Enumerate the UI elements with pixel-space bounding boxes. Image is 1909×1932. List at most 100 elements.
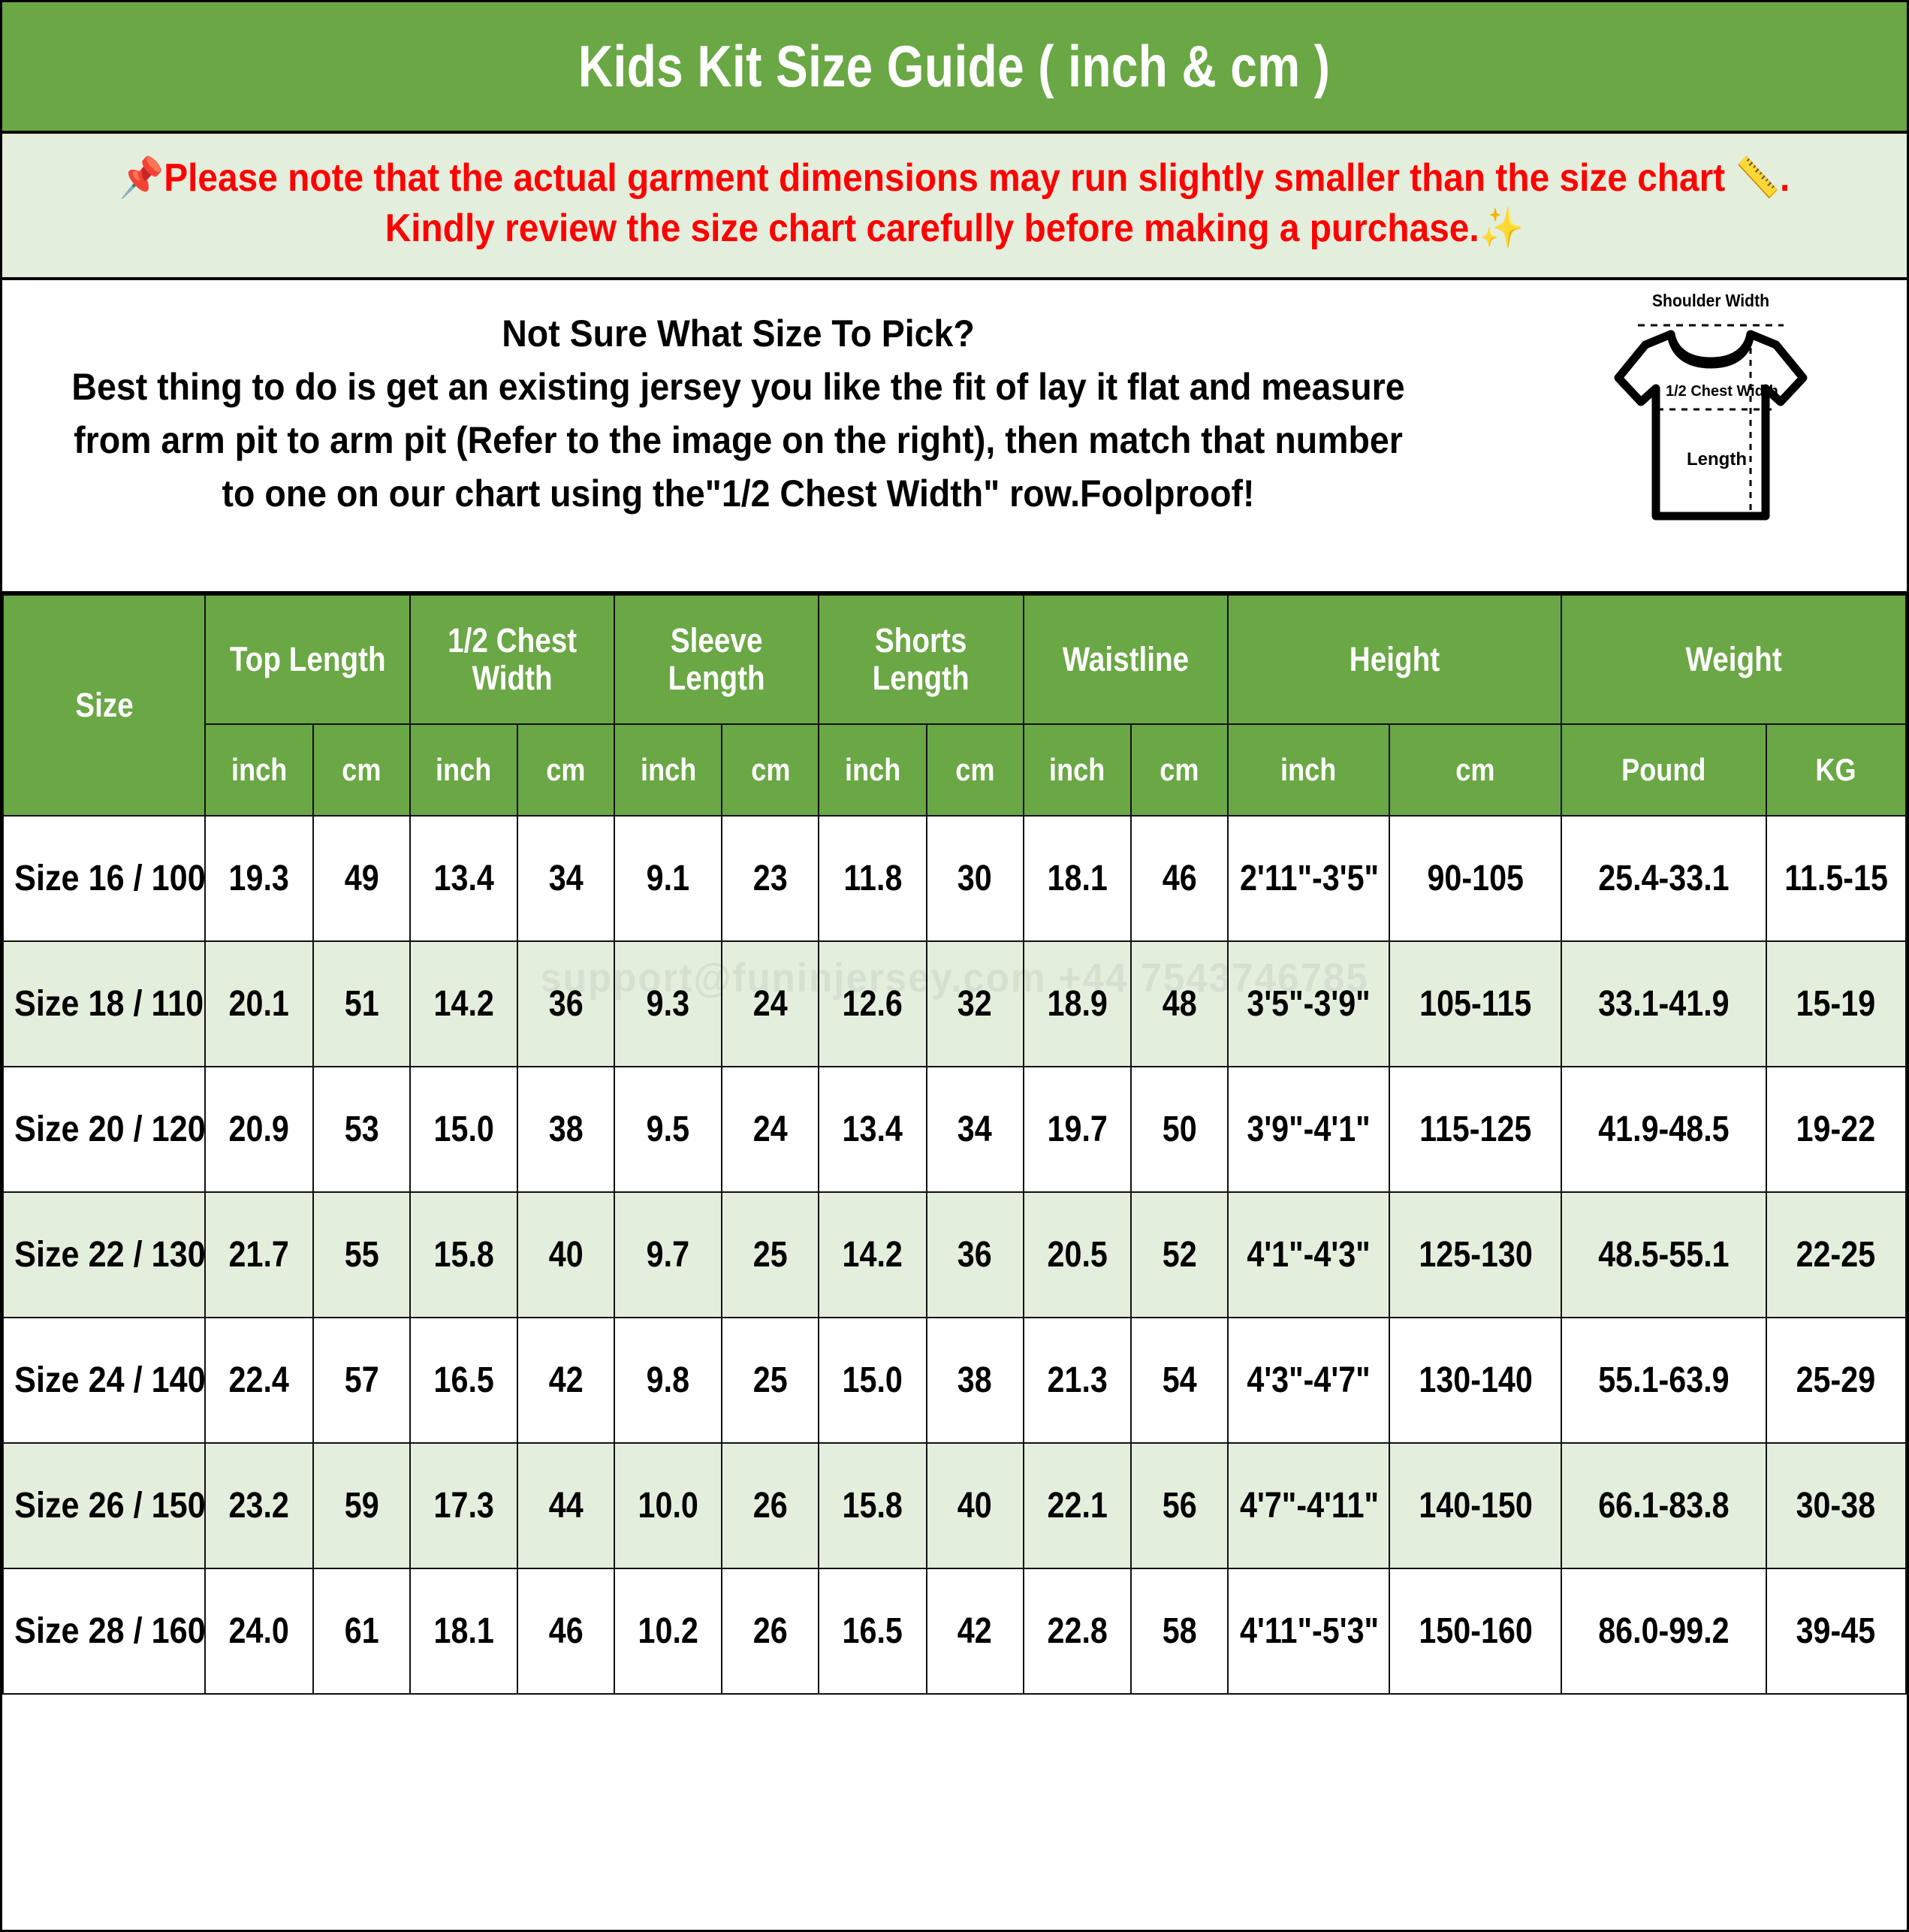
table-cell: 22-25 xyxy=(1765,1191,1907,1319)
table-cell: 55 xyxy=(312,1191,411,1319)
table-cell: 39-45 xyxy=(1765,1568,1907,1695)
table-cell: 11.5-15 xyxy=(1765,815,1907,943)
ruler-icon: 📏 xyxy=(1735,156,1781,200)
tshirt-icon: 1/2 Chest Width Length xyxy=(1614,324,1808,521)
table-row: Size 22 / 130 21.7 55 15.8 40 9.7 25 14.2 36 20.5… xyxy=(2,1191,1907,1319)
unit-header-13-label: KG xyxy=(1815,752,1856,788)
row-size-label: Size 24 / 140 xyxy=(2,1317,207,1444)
notice-line-1-tail: . xyxy=(1780,156,1790,200)
table-cell: 18.1 xyxy=(1022,815,1132,943)
table-cell: 33.1-41.9 xyxy=(1561,940,1767,1068)
row-size-label: Size 28 / 160 xyxy=(2,1568,207,1695)
table-cell: 20.1 xyxy=(204,940,314,1068)
table-cell: 21.7 xyxy=(204,1191,314,1319)
table-cell: 9.5 xyxy=(614,1066,723,1194)
col-header-waistline: Waistline xyxy=(1022,594,1229,726)
table-cell: 32 xyxy=(925,940,1024,1068)
row-size-label: Size 22 / 130 xyxy=(2,1191,207,1319)
table-cell: 125-130 xyxy=(1388,1191,1563,1319)
notice-line-2-text: Kindly review the size chart carefully b… xyxy=(385,206,1479,250)
col-header-chest-width: 1/2 Chest Width xyxy=(409,594,616,726)
row-size-label: Size 18 / 110 xyxy=(2,940,207,1068)
table-cell: 14.2 xyxy=(818,1191,927,1319)
notice-line-1-text: Please note that the actual garment dime… xyxy=(164,156,1726,200)
row-size-label: Size 26 / 150 xyxy=(2,1442,207,1570)
unit-header-0: inch xyxy=(204,723,314,817)
table-cell: 9.3 xyxy=(614,940,723,1068)
table-cell: 18.1 xyxy=(409,1568,519,1695)
guidance-heading: Not Sure What Size To Pick? xyxy=(502,312,975,355)
table-cell: 12.6 xyxy=(818,940,927,1068)
table-cell: 54 xyxy=(1129,1317,1229,1444)
table-cell: 40 xyxy=(517,1191,616,1319)
table-cell: 49 xyxy=(312,815,411,943)
col-header-chest-width-label: 1/2 Chest Width xyxy=(447,620,577,698)
table-cell: 105-115 xyxy=(1388,940,1563,1068)
table-cell: 11.8 xyxy=(818,815,927,943)
table-cell: 18.9 xyxy=(1022,940,1132,1068)
table-cell: 86.0-99.2 xyxy=(1561,1568,1767,1695)
col-header-height: Height xyxy=(1226,594,1563,726)
notice-line-2: Kindly review the size chart carefully b… xyxy=(99,204,1810,254)
table-cell: 3'5"-3'9" xyxy=(1226,940,1390,1068)
unit-header-7: cm xyxy=(925,723,1024,817)
notice-block: 📌Please note that the actual garment dim… xyxy=(2,134,1907,281)
col-header-height-label: Height xyxy=(1349,639,1440,678)
table-row: Size 16 / 100 19.3 49 13.4 34 9.1 23 11.8 30 18.1… xyxy=(2,815,1907,943)
table-cell: 90-105 xyxy=(1388,815,1563,943)
col-header-shorts-length-label: Shorts Length xyxy=(873,620,970,698)
table-cell: 4'1"-4'3" xyxy=(1226,1191,1390,1319)
table-header-group-row: Size Top Length 1/2 Chest Width Sleeve L… xyxy=(2,594,1907,817)
table-cell: 46 xyxy=(517,1568,616,1695)
unit-header-13: KG xyxy=(1765,723,1907,817)
table-cell: 15.8 xyxy=(409,1191,519,1319)
unit-header-9-label: cm xyxy=(1160,752,1199,788)
table-cell: 4'7"-4'11" xyxy=(1226,1442,1390,1570)
chest-width-label-text: 1/2 Chest Width xyxy=(1666,383,1778,400)
table-cell: 17.3 xyxy=(409,1442,519,1570)
unit-header-3: cm xyxy=(517,723,616,817)
row-size-label: Size 16 / 100 xyxy=(2,815,207,943)
table-cell: 15.0 xyxy=(818,1317,927,1444)
table-cell: 3'9"-4'1" xyxy=(1226,1066,1390,1194)
table-cell: 22.4 xyxy=(204,1317,314,1444)
table-cell: 24.0 xyxy=(204,1568,314,1695)
col-header-weight: Weight xyxy=(1561,594,1907,726)
tshirt-diagram: Shoulder Width 1/2 Chest Width Length xyxy=(1587,291,1835,561)
table-cell: 19-22 xyxy=(1765,1066,1907,1194)
guidance-text: Not Sure What Size To Pick? Best thing t… xyxy=(2,307,1474,521)
table-cell: 15.0 xyxy=(409,1066,519,1194)
table-header-units-row: inch cm inch cm inch cm inch cm inch cm … xyxy=(3,723,1907,817)
col-header-weight-label: Weight xyxy=(1685,639,1782,678)
col-header-waistline-label: Waistline xyxy=(1062,639,1190,678)
table-cell: 115-125 xyxy=(1388,1066,1563,1194)
unit-header-4: inch xyxy=(614,723,723,817)
unit-header-11-label: cm xyxy=(1455,752,1495,788)
table-row: Size 18 / 110 20.1 51 14.2 36 9.3 24 12.6 32 18.9… xyxy=(2,940,1907,1068)
unit-header-11: cm xyxy=(1388,723,1563,817)
page-title: Kids Kit Size Guide ( inch & cm ) xyxy=(578,33,1331,99)
table-cell: 53 xyxy=(312,1066,411,1194)
unit-header-8-label: inch xyxy=(1049,752,1105,788)
guidance-line-2: from arm pit to arm pit (Refer to the im… xyxy=(74,419,1403,462)
table-cell: 25-29 xyxy=(1765,1317,1907,1444)
table-cell: 15.8 xyxy=(818,1442,927,1570)
table-cell: 34 xyxy=(517,815,616,943)
table-cell: 50 xyxy=(1129,1066,1229,1194)
unit-header-10: inch xyxy=(1226,723,1390,817)
col-header-size: Size xyxy=(2,594,207,817)
unit-header-0-label: inch xyxy=(231,752,288,788)
table-cell: 4'11"-5'3" xyxy=(1226,1568,1390,1695)
table-cell: 2'11"-3'5" xyxy=(1226,815,1390,943)
col-header-shorts-length: Shorts Length xyxy=(818,594,1024,726)
table-cell: 57 xyxy=(312,1317,411,1444)
unit-header-12: Pound xyxy=(1561,723,1767,817)
unit-header-1: cm xyxy=(312,723,411,817)
table-cell: 9.7 xyxy=(614,1191,723,1319)
table-cell: 10.0 xyxy=(614,1442,723,1570)
table-cell: 38 xyxy=(925,1317,1024,1444)
row-size-label: Size 20 / 120 xyxy=(2,1066,207,1194)
col-header-size-label: Size xyxy=(74,685,134,724)
table-cell: 48.5-55.1 xyxy=(1561,1191,1767,1319)
